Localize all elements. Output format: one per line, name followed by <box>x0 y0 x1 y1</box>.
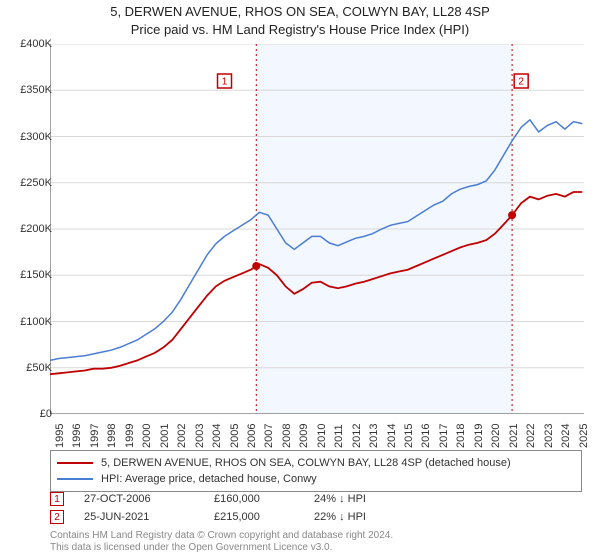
x-tick-label: 1997 <box>89 424 101 448</box>
x-tick-label: 2002 <box>176 424 188 448</box>
x-tick-label: 2004 <box>211 424 223 448</box>
sale-date-1: 27-OCT-2006 <box>84 493 214 505</box>
y-tick-label: £200K <box>2 223 52 235</box>
sale-row-2: 2 25-JUN-2021 £215,000 22% ↓ HPI <box>50 508 414 526</box>
x-tick-label: 2007 <box>263 424 275 448</box>
sales-table: 1 27-OCT-2006 £160,000 24% ↓ HPI 2 25-JU… <box>50 490 414 526</box>
footer: Contains HM Land Registry data © Crown c… <box>50 530 393 554</box>
chart-title-line2: Price paid vs. HM Land Registry's House … <box>0 22 600 37</box>
sale-row-1: 1 27-OCT-2006 £160,000 24% ↓ HPI <box>50 490 414 508</box>
chart-svg: 12 <box>50 44 584 414</box>
footer-line2: This data is licensed under the Open Gov… <box>50 542 393 554</box>
y-tick-label: £0 <box>2 408 52 420</box>
x-tick-label: 2000 <box>141 424 153 448</box>
x-tick-label: 2019 <box>473 424 485 448</box>
x-tick-label: 1995 <box>54 424 66 448</box>
sale-date-2: 25-JUN-2021 <box>84 511 214 523</box>
y-tick-label: £50K <box>2 362 52 374</box>
plot-area: 12 <box>50 44 584 414</box>
x-tick-label: 2009 <box>298 424 310 448</box>
x-tick-label: 2013 <box>368 424 380 448</box>
chart-container: { "title_line1": "5, DERWEN AVENUE, RHOS… <box>0 0 600 560</box>
x-tick-label: 2005 <box>229 424 241 448</box>
legend: 5, DERWEN AVENUE, RHOS ON SEA, COLWYN BA… <box>50 450 582 492</box>
chart-title-line1: 5, DERWEN AVENUE, RHOS ON SEA, COLWYN BA… <box>0 4 600 19</box>
legend-swatch-property <box>57 462 93 464</box>
x-tick-label: 2006 <box>246 424 258 448</box>
x-tick-label: 2021 <box>508 424 520 448</box>
legend-swatch-hpi <box>57 478 93 480</box>
svg-text:1: 1 <box>222 77 228 88</box>
footer-line1: Contains HM Land Registry data © Crown c… <box>50 530 393 542</box>
sale-delta-1: 24% ↓ HPI <box>314 493 414 505</box>
x-tick-label: 1998 <box>106 424 118 448</box>
sale-price-2: £215,000 <box>214 511 314 523</box>
y-tick-label: £350K <box>2 84 52 96</box>
sale-marker-1: 1 <box>50 492 64 506</box>
x-tick-label: 2014 <box>386 424 398 448</box>
x-tick-label: 2018 <box>455 424 467 448</box>
legend-item-property: 5, DERWEN AVENUE, RHOS ON SEA, COLWYN BA… <box>57 455 575 471</box>
x-tick-label: 1999 <box>124 424 136 448</box>
x-tick-label: 2023 <box>543 424 555 448</box>
x-tick-label: 2001 <box>159 424 171 448</box>
legend-label-hpi: HPI: Average price, detached house, Conw… <box>101 473 317 485</box>
x-tick-label: 2020 <box>490 424 502 448</box>
y-tick-label: £150K <box>2 269 52 281</box>
y-tick-label: £300K <box>2 131 52 143</box>
y-tick-label: £250K <box>2 177 52 189</box>
x-tick-label: 2011 <box>333 424 345 448</box>
sale-marker-2: 2 <box>50 510 64 524</box>
x-tick-label: 2012 <box>351 424 363 448</box>
x-tick-label: 2022 <box>525 424 537 448</box>
x-tick-label: 2010 <box>316 424 328 448</box>
sale-delta-2: 22% ↓ HPI <box>314 511 414 523</box>
x-tick-label: 2025 <box>578 424 590 448</box>
x-tick-label: 2003 <box>194 424 206 448</box>
y-tick-label: £400K <box>2 38 52 50</box>
x-tick-label: 2008 <box>281 424 293 448</box>
sale-price-1: £160,000 <box>214 493 314 505</box>
svg-text:2: 2 <box>518 77 524 88</box>
legend-item-hpi: HPI: Average price, detached house, Conw… <box>57 471 575 487</box>
x-tick-label: 2016 <box>420 424 432 448</box>
y-tick-label: £100K <box>2 316 52 328</box>
x-tick-label: 2024 <box>560 424 572 448</box>
x-tick-label: 2015 <box>403 424 415 448</box>
x-tick-label: 2017 <box>438 424 450 448</box>
legend-label-property: 5, DERWEN AVENUE, RHOS ON SEA, COLWYN BA… <box>101 457 511 469</box>
x-tick-label: 1996 <box>71 424 83 448</box>
